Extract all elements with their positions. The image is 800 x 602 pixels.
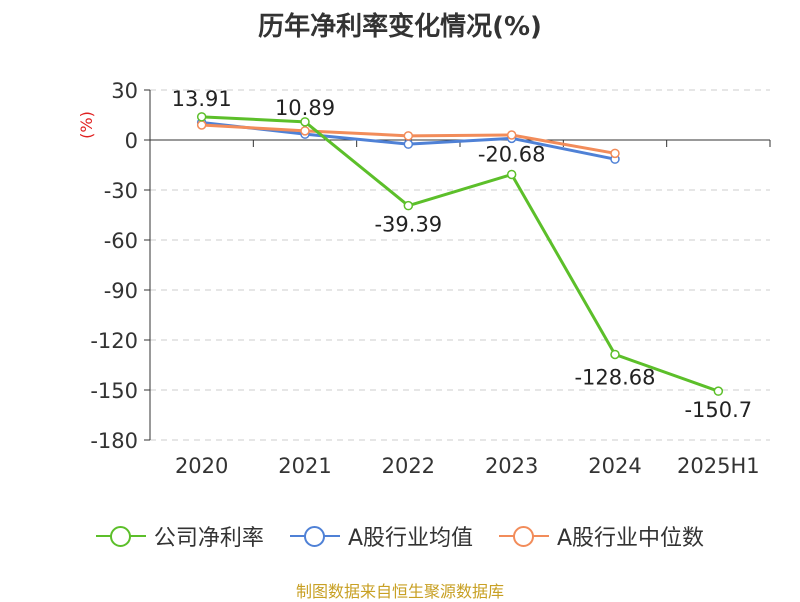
data-source: 制图数据来自恒生聚源数据库 (295, 582, 504, 601)
data-label: -39.39 (374, 213, 442, 237)
data-label: -150.7 (684, 398, 752, 422)
x-tick-label: 2020 (175, 454, 228, 478)
x-tick-label: 2023 (485, 454, 538, 478)
x-tick-label: 2025H1 (677, 454, 760, 478)
legend: 公司净利率 A股行业均值 A股行业中位数 (0, 520, 800, 552)
data-point (196, 112, 207, 122)
x-tick-label: 2024 (588, 454, 641, 478)
legend-label-industry-mean: A股行业均值 (347, 526, 473, 551)
series-line (201, 115, 719, 393)
y-axis-label: (%) (77, 111, 96, 139)
legend-swatch-company (95, 526, 146, 547)
y-tick-label: 0 (125, 129, 138, 153)
data-point (403, 200, 414, 211)
y-tick-label: -30 (104, 179, 138, 203)
legend-item-industry-median[interactable]: A股行业中位数 (499, 520, 704, 552)
data-point (403, 131, 414, 141)
data-label: 13.91 (172, 87, 232, 111)
legend-label-industry-median: A股行业中位数 (557, 526, 705, 551)
x-tick-label: 2022 (382, 454, 435, 478)
data-label: -128.68 (574, 365, 655, 389)
y-tick-label: 30 (111, 79, 138, 103)
y-tick-label: -60 (104, 229, 138, 253)
data-point (403, 139, 414, 149)
legend-label-company: 公司净利率 (153, 526, 264, 551)
data-point (506, 130, 517, 140)
data-point (300, 117, 310, 127)
data-point (610, 349, 620, 360)
legend-swatch-industry-mean (289, 526, 340, 547)
y-tick-label: -120 (90, 329, 138, 353)
y-tick-label: -90 (104, 279, 138, 303)
chart-title: 历年净利率变化情况(%) (258, 12, 542, 42)
data-point (300, 126, 310, 136)
data-point (713, 386, 724, 396)
y-tick-label: -180 (90, 429, 138, 453)
y-tick-label: -150 (90, 379, 138, 403)
legend-swatch-industry-median (499, 526, 549, 547)
data-label: -20.68 (478, 142, 546, 166)
data-point (506, 169, 517, 180)
legend-item-company[interactable]: 公司净利率 (95, 520, 264, 552)
data-label: 10.89 (275, 96, 335, 120)
data-point (196, 120, 207, 130)
x-tick-label: 2021 (278, 454, 331, 478)
data-point (610, 148, 620, 159)
legend-item-industry-mean[interactable]: A股行业均值 (289, 520, 473, 552)
